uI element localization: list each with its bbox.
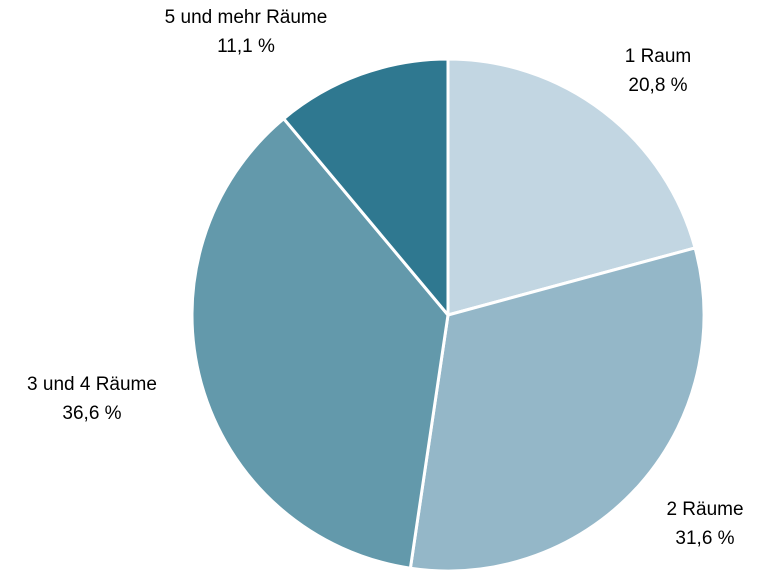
pie-slice bbox=[446, 57, 697, 317]
slice-label: 1 Raum bbox=[625, 46, 692, 67]
slice-label: 3 und 4 Räume bbox=[27, 374, 157, 395]
slice-value-label: 36,6 % bbox=[62, 403, 121, 424]
slice-value-label: 31,6 % bbox=[675, 528, 734, 549]
pie-slice bbox=[282, 57, 450, 317]
slice-value-label: 11,1 % bbox=[217, 36, 275, 57]
slice-label: 2 Räume bbox=[666, 499, 743, 520]
slice-label: 5 und mehr Räume bbox=[165, 7, 328, 28]
slice-value-label: 20,8 % bbox=[628, 75, 687, 96]
pie-slice bbox=[190, 117, 450, 570]
pie-slice bbox=[408, 246, 706, 571]
